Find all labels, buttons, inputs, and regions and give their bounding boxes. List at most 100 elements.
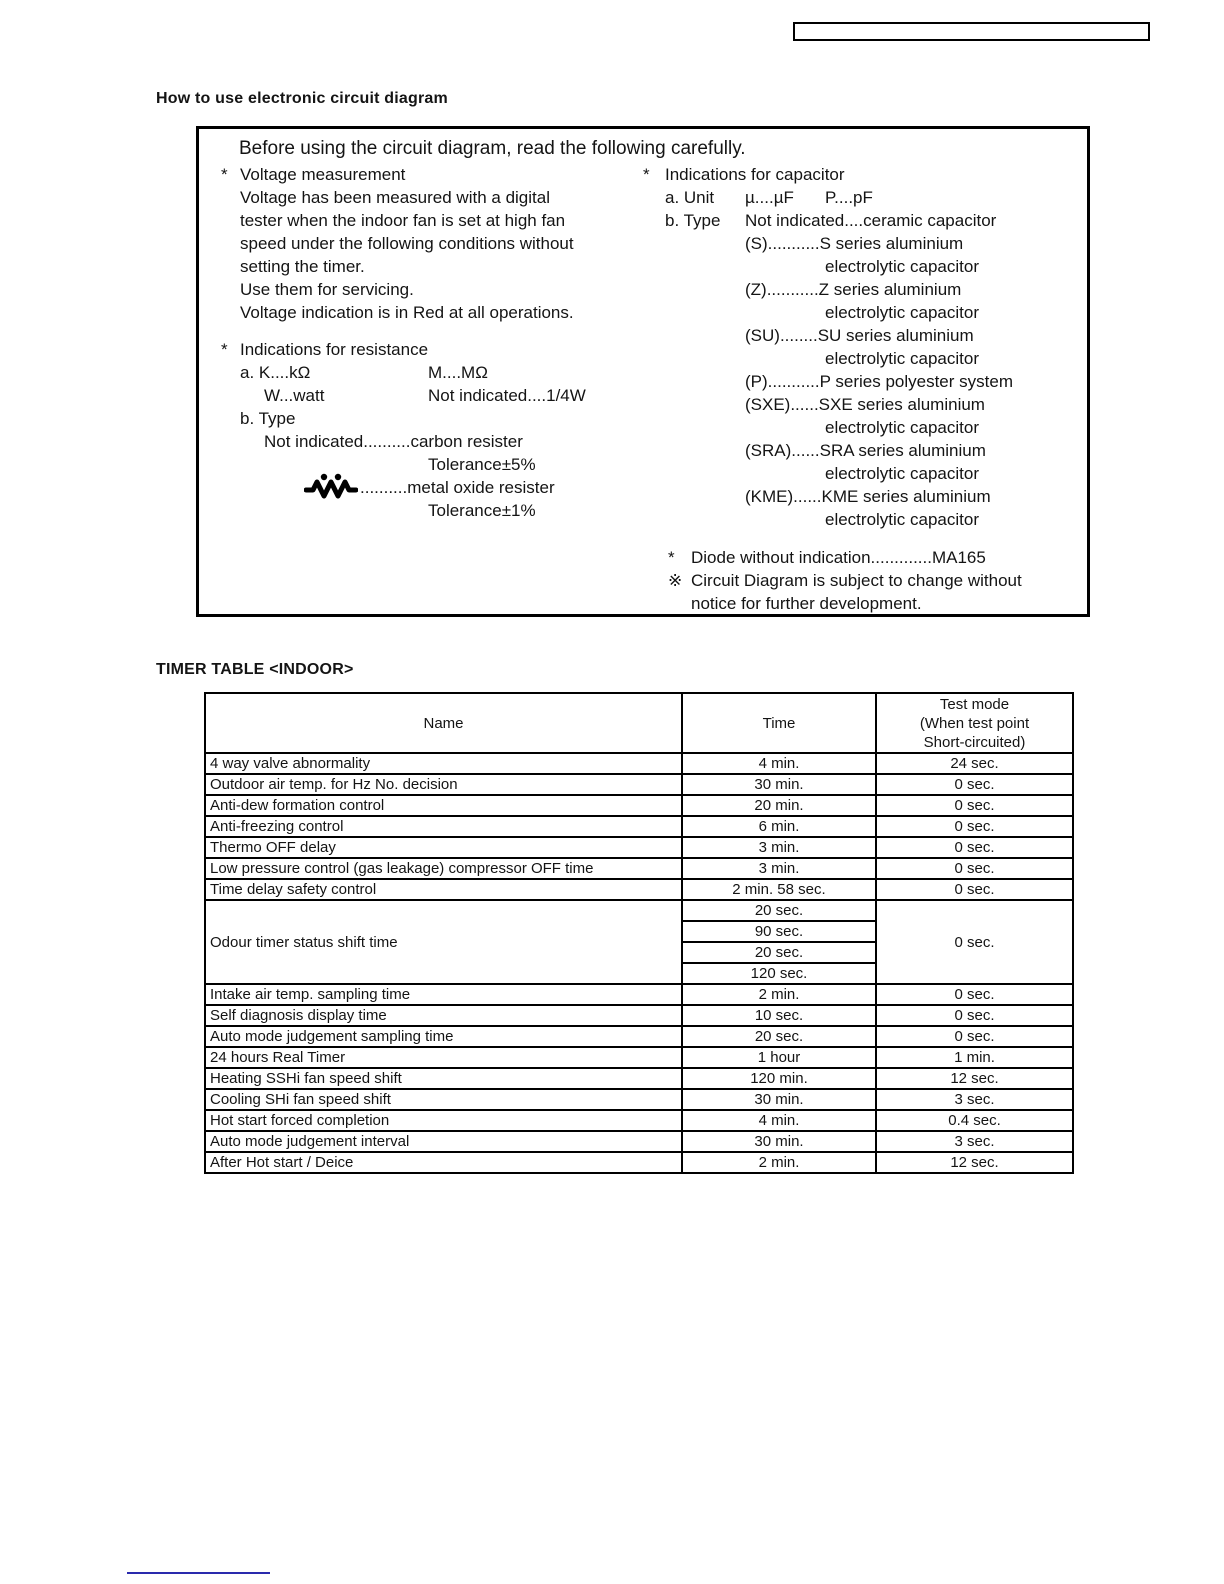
resistance-unit-m: M....MΩ [428, 363, 488, 382]
cell-name: Anti-dew formation control [204, 794, 683, 817]
cell-time: 4 min. [681, 752, 877, 775]
cell-test: 0 sec. [875, 794, 1074, 817]
resistance-title: Indications for resistance [240, 340, 429, 359]
voltage-title: Voltage measurement [240, 165, 406, 184]
table-header-row: Name Time Test mode (When test point Sho… [204, 692, 1074, 754]
cell-name: Intake air temp. sampling time [204, 983, 683, 1006]
capacitor-type-line: (KME)......KME series aluminium [745, 487, 991, 506]
capacitor-type-line: (P)...........P series polyester system [745, 372, 1013, 391]
column-header-name: Name [204, 692, 683, 754]
table-row: Auto mode judgement sampling time 20 sec… [204, 1025, 1074, 1048]
capacitor-type-line: (SRA)......SRA series aluminium [745, 441, 986, 460]
table-row: Anti-dew formation control 20 min. 0 sec… [204, 794, 1074, 817]
cell-test: 0 sec. [875, 815, 1074, 838]
table-row: Outdoor air temp. for Hz No. decision 30… [204, 773, 1074, 796]
resistance-unit-k: a. K....kΩ [240, 363, 311, 382]
capacitor-title: Indications for capacitor [665, 165, 845, 184]
table-row: 4 way valve abnormality 4 min. 24 sec. [204, 752, 1074, 775]
cell-name: Auto mode judgement sampling time [204, 1025, 683, 1048]
notice-footnotes: * Diode without indication.............M… [668, 546, 1079, 615]
cell-time: 4 min. [681, 1109, 877, 1132]
capacitor-type-line: (S)...........S series aluminium [745, 234, 964, 253]
voltage-line: speed under the following conditions wit… [240, 234, 574, 253]
voltage-line: setting the timer. [240, 257, 365, 276]
bottom-blue-line [127, 1572, 270, 1574]
cell-test: 3 sec. [875, 1130, 1074, 1153]
bullet-reference-mark: ※ [668, 571, 683, 590]
cell-name: Thermo OFF delay [204, 836, 683, 859]
cell-time-sub: 20 sec. [681, 899, 877, 922]
metal-tolerance: Tolerance±1% [428, 501, 536, 520]
table-row-odour-sub: 120 sec. [205, 962, 1073, 985]
change-note-line: Circuit Diagram is subject to change wit… [691, 571, 1022, 590]
metal-resistor-row: ..........metal oxide resister [304, 473, 631, 499]
cell-time-sub: 20 sec. [681, 941, 877, 964]
cell-time: 30 min. [681, 773, 877, 796]
capacitor-type-line2: electrolytic capacitor [825, 418, 980, 437]
bullet-asterisk: * [221, 340, 228, 359]
resistance-type-label: b. Type [240, 409, 296, 428]
table-row: Low pressure control (gas leakage) compr… [204, 857, 1074, 880]
cell-time-sub: 120 sec. [681, 962, 877, 985]
cell-test: 0 sec. [875, 1004, 1074, 1027]
column-header-time: Time [681, 692, 877, 754]
cell-time: 1 hour [681, 1046, 877, 1069]
cell-time: 120 min. [681, 1067, 877, 1090]
cell-name: Outdoor air temp. for Hz No. decision [204, 773, 683, 796]
cell-name: Self diagnosis display time [204, 1004, 683, 1027]
cell-time: 10 sec. [681, 1004, 877, 1027]
cell-time: 3 min. [681, 857, 877, 880]
timer-table: Name Time Test mode (When test point Sho… [204, 692, 1074, 1174]
notice-right-column: * Indications for capacitor a. Unit µ....… [643, 163, 1079, 615]
capacitor-body: a. Unit µ....µF P....pF b. Type Not indicat… [665, 186, 1079, 531]
capacitor-type-line2: electrolytic capacitor [825, 303, 980, 322]
cell-test: 0 sec. [875, 1025, 1074, 1048]
capacitor-unit-pf: P....pF [825, 188, 873, 207]
timer-table-heading: TIMER TABLE <INDOOR> [156, 661, 354, 678]
header-field-box [793, 22, 1150, 41]
table-row: Cooling SHi fan speed shift 30 min. 3 se… [204, 1088, 1074, 1111]
resistance-section: * Indications for resistance a. K....kΩ … [221, 338, 631, 522]
circuit-diagram-notice-box: Before using the circuit diagram, read t… [196, 126, 1090, 617]
page-title: How to use electronic circuit diagram [156, 90, 448, 107]
cell-name: After Hot start / Deice [204, 1151, 683, 1174]
capacitor-type-default: Not indicated....ceramic capacitor [745, 211, 997, 230]
capacitor-type-line2: electrolytic capacitor [825, 464, 980, 483]
resistance-unit-default: Not indicated....1/4W [428, 386, 586, 405]
table-row: 24 hours Real Timer 1 hour 1 min. [204, 1046, 1074, 1069]
capacitor-type-line: (SXE)......SXE series aluminium [745, 395, 985, 414]
cell-test: 3 sec. [875, 1088, 1074, 1111]
capacitor-type-line: (SU)........SU series aluminium [745, 326, 974, 345]
capacitor-type-line2: electrolytic capacitor [825, 510, 980, 529]
cell-test: 0.4 sec. [875, 1109, 1074, 1132]
cell-name: Anti-freezing control [204, 815, 683, 838]
cell-name: Odour timer status shift time [204, 899, 683, 985]
capacitor-type-line: (Z)...........Z series aluminium [745, 280, 962, 299]
cell-time: 2 min. [681, 1151, 877, 1174]
capacitor-type-line2: electrolytic capacitor [825, 257, 980, 276]
table-row: Anti-freezing control 6 min. 0 sec. [204, 815, 1074, 838]
cell-test: 0 sec. [875, 836, 1074, 859]
resistance-unit-w: W...watt [264, 386, 325, 405]
cell-test: 0 sec. [875, 878, 1074, 901]
cell-name: Low pressure control (gas leakage) compr… [204, 857, 683, 880]
voltage-line: tester when the indoor fan is set at hig… [240, 211, 566, 230]
metal-resistor-line: ..........metal oxide resister [360, 478, 555, 497]
cell-name: Time delay safety control [204, 878, 683, 901]
cell-name: 4 way valve abnormality [204, 752, 683, 775]
table-row: After Hot start / Deice 2 min. 12 sec. [204, 1151, 1074, 1174]
cell-test: 12 sec. [875, 1067, 1074, 1090]
cell-name: Cooling SHi fan speed shift [204, 1088, 683, 1111]
table-row: Self diagnosis display time 10 sec. 0 se… [204, 1004, 1074, 1027]
table-row: Heating SSHi fan speed shift 120 min. 12… [204, 1067, 1074, 1090]
cell-name: Hot start forced completion [204, 1109, 683, 1132]
cell-test: 24 sec. [875, 752, 1074, 775]
voltage-line: Use them for servicing. [240, 280, 414, 299]
cell-time-sub: 90 sec. [681, 920, 877, 943]
resistance-unit-row: a. K....kΩ M....MΩ [240, 361, 631, 384]
notice-heading: Before using the circuit diagram, read t… [239, 138, 746, 159]
change-note-line: notice for further development. [691, 594, 922, 613]
cell-name: 24 hours Real Timer [204, 1046, 683, 1069]
table-row: Auto mode judgement interval 30 min. 3 s… [204, 1130, 1074, 1153]
